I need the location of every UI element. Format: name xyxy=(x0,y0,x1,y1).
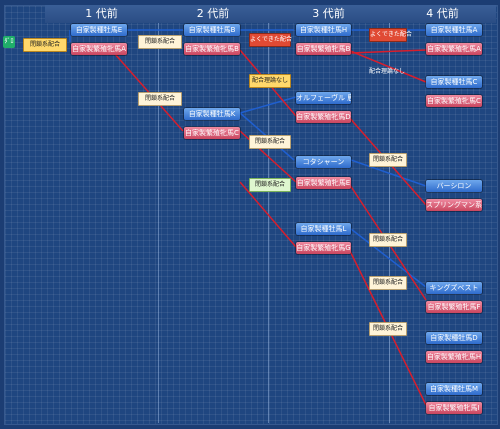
dam-node[interactable]: 自家製繁殖牝馬D xyxy=(296,111,351,123)
dam-node[interactable]: 自家製繁殖牝馬A xyxy=(71,43,127,55)
column-divider xyxy=(158,23,159,423)
sire-node[interactable]: コタシャーン xyxy=(296,156,351,168)
header-gen3: 3 代前 xyxy=(268,5,389,23)
dam-node[interactable]: 自家製繁殖牝馬A xyxy=(426,43,482,55)
breeding-tag[interactable]: 閉鎖系配合 xyxy=(138,92,182,106)
breeding-tag[interactable]: 閉鎖系配合 xyxy=(369,233,407,247)
breeding-tag[interactable]: 閉鎖系配合 xyxy=(369,322,407,336)
sire-node[interactable]: 自家製種牡馬K xyxy=(184,108,240,120)
breeding-tag[interactable]: 閉鎖系配合 xyxy=(369,153,407,167)
breeding-tag[interactable]: よくできた配合 xyxy=(249,33,292,47)
dam-node[interactable]: 自家製繁殖牝馬I xyxy=(426,402,482,414)
header-gen1: 1 代前 xyxy=(45,5,158,23)
sire-node[interactable]: 自家製種牡馬C xyxy=(426,76,482,88)
root-horse-icon[interactable]: ﾀﾞﾛ xyxy=(3,36,15,48)
sire-node[interactable]: 自家製種牡馬A xyxy=(426,24,482,36)
breeding-tag[interactable]: 配合理論なし xyxy=(249,74,291,88)
sire-node[interactable]: 自家製種牡馬H xyxy=(296,24,351,36)
dam-node[interactable]: 自家製繁殖牝馬C xyxy=(184,127,240,139)
dam-node[interactable]: スプリングマン系 xyxy=(426,199,482,211)
dam-node[interactable]: 自家製繁殖牝馬C xyxy=(426,95,482,107)
sire-node[interactable]: 自家製種牡馬L xyxy=(296,223,351,235)
breeding-tag[interactable]: 閉鎖系配合 xyxy=(369,276,407,290)
dam-node[interactable]: 自家製繁殖牝馬E xyxy=(296,177,351,189)
sire-node[interactable]: バーシロン xyxy=(426,180,482,192)
sire-node[interactable]: 自家製種牡馬B xyxy=(184,24,240,36)
breeding-tag[interactable]: 閉鎖系配合 xyxy=(138,35,182,49)
dam-node[interactable]: 自家製繁殖牝馬G xyxy=(296,242,351,254)
dam-node[interactable]: 自家製繁殖牝馬B xyxy=(184,43,240,55)
breeding-tag[interactable]: 閉鎖系配合 xyxy=(249,135,291,149)
dam-node[interactable]: 自家製繁殖牝馬F xyxy=(426,301,482,313)
breeding-tag[interactable]: 配合理論なし xyxy=(369,68,406,75)
sire-node[interactable]: オルフェーヴル 鹿毛 xyxy=(296,92,351,104)
breeding-tag[interactable]: 閉鎖系配合 xyxy=(23,38,67,52)
dam-node[interactable]: 自家製繁殖牝馬B xyxy=(296,43,351,55)
sire-node[interactable]: 自家製種牡馬M xyxy=(426,383,482,395)
column-divider xyxy=(389,23,390,423)
column-divider xyxy=(268,23,269,423)
sire-node[interactable]: 自家製種牡馬E xyxy=(71,24,127,36)
dam-node[interactable]: 自家製繁殖牝馬H xyxy=(426,351,482,363)
header-gen4: 4 代前 xyxy=(389,5,496,23)
sire-node[interactable]: キングズベスト xyxy=(426,282,482,294)
breeding-tag[interactable]: よくできた配合 xyxy=(369,28,412,42)
header-gen2: 2 代前 xyxy=(158,5,268,23)
sire-node[interactable]: 自家製種牡馬D xyxy=(426,332,482,344)
breeding-tag[interactable]: 閉鎖系配合 xyxy=(249,178,291,192)
